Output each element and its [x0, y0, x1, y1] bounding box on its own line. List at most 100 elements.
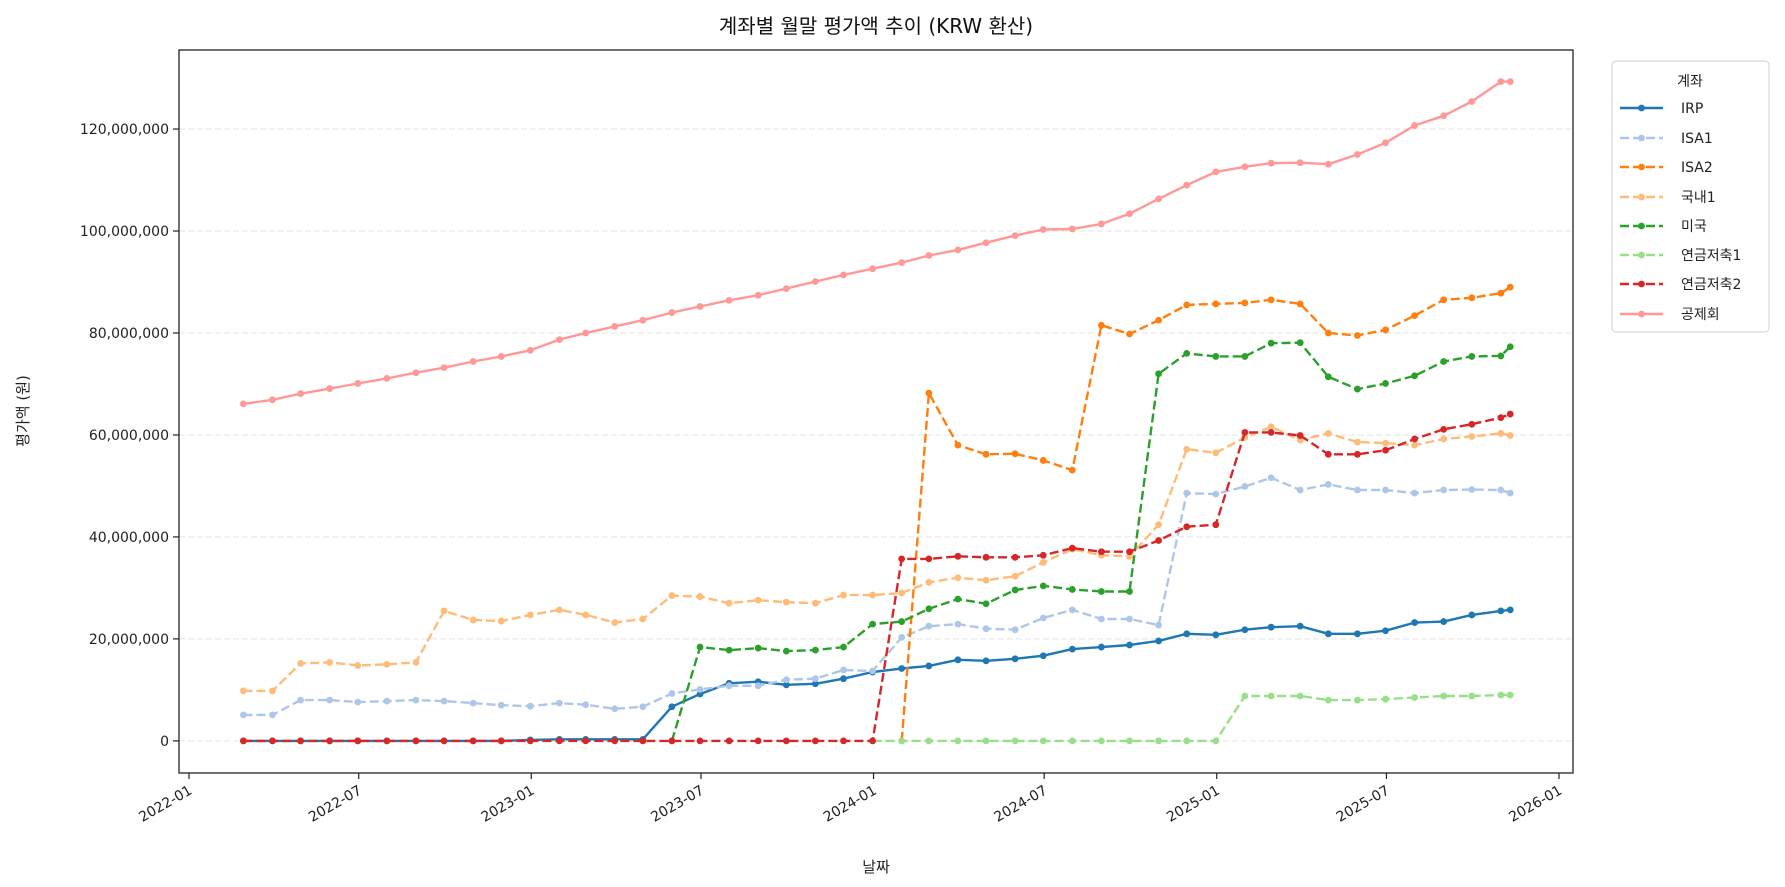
data-point [1155, 316, 1162, 324]
data-point [1296, 159, 1304, 167]
legend-label: ISA1 [1681, 131, 1713, 147]
data-point [239, 711, 247, 719]
data-point [611, 322, 619, 330]
data-point [383, 660, 391, 668]
data-point [725, 737, 733, 745]
legend-marker [1638, 280, 1645, 288]
data-point [696, 685, 704, 693]
data-point [497, 353, 505, 360]
data-point [1126, 588, 1133, 595]
data-point [1068, 737, 1076, 745]
data-point [1212, 737, 1220, 745]
data-point [1011, 553, 1019, 561]
data-point [1183, 489, 1191, 497]
data-point [1241, 626, 1249, 634]
data-point [754, 644, 762, 652]
data-point [869, 620, 876, 628]
data-point [1212, 490, 1220, 498]
data-point [898, 259, 906, 267]
data-point [326, 737, 334, 745]
data-point [555, 336, 563, 344]
legend-item: 국내1 [1620, 190, 1716, 206]
data-point [1068, 225, 1076, 233]
data-point [869, 591, 876, 599]
data-point [1183, 630, 1191, 638]
data-point [954, 656, 962, 664]
data-point [1468, 692, 1476, 700]
data-point [982, 576, 990, 584]
data-point [1324, 481, 1332, 488]
data-point [1497, 691, 1505, 699]
y-tick-label: 60,000,000 [89, 428, 169, 444]
data-point [925, 622, 933, 630]
data-point [1155, 621, 1162, 629]
data-point [1497, 352, 1505, 360]
data-point [1468, 294, 1476, 302]
data-point [555, 737, 563, 745]
series-IRP [239, 606, 1514, 745]
data-point [1440, 112, 1448, 120]
data-point [869, 265, 876, 273]
data-point [840, 666, 847, 674]
data-point [754, 737, 762, 745]
plot-frame [178, 49, 1574, 774]
data-point [1068, 466, 1076, 474]
data-point [668, 737, 676, 745]
data-point [1183, 737, 1191, 745]
series-ISA1 [239, 474, 1514, 719]
data-point [354, 662, 362, 669]
y-tick-label: 100,000,000 [80, 224, 169, 240]
data-point [1011, 626, 1019, 634]
data-point [668, 592, 676, 599]
data-point [1324, 329, 1332, 337]
x-tick-label: 2023-07 [648, 783, 707, 826]
data-point [1382, 627, 1389, 635]
series-연금저축1 [869, 691, 1514, 745]
series-연금저축2 [239, 410, 1514, 745]
data-point [1497, 289, 1505, 297]
data-point [954, 574, 962, 582]
data-point [840, 737, 847, 745]
data-point [1011, 737, 1019, 745]
data-point [1411, 441, 1418, 449]
data-point [1506, 343, 1514, 351]
data-point [1324, 160, 1332, 168]
data-point [1039, 559, 1047, 566]
data-point [954, 737, 962, 745]
legend-label: 공제회 [1681, 307, 1720, 323]
series-공제회 [239, 78, 1514, 408]
data-point [412, 737, 420, 745]
data-point [811, 646, 819, 654]
data-point [925, 555, 933, 563]
series-line [243, 476, 1511, 717]
data-point [1468, 433, 1476, 440]
data-point [1126, 210, 1133, 218]
data-point [1324, 450, 1332, 458]
data-point [269, 711, 276, 719]
data-point [1382, 486, 1389, 494]
data-point [526, 737, 534, 745]
data-point [1183, 301, 1191, 309]
data-point [1183, 445, 1191, 453]
data-point [1011, 572, 1019, 580]
series-line [243, 425, 1511, 693]
data-point [1068, 606, 1076, 614]
data-point [440, 364, 448, 372]
data-point [1155, 370, 1162, 378]
data-point [754, 596, 762, 604]
data-point [1183, 349, 1191, 357]
legend-marker [1638, 163, 1645, 171]
data-point [1440, 618, 1448, 625]
legend-marker [1638, 222, 1645, 230]
legend-label: 연금저축2 [1681, 277, 1741, 293]
series-ISA2 [898, 283, 1514, 745]
series-line [900, 286, 1511, 741]
data-point [1468, 98, 1476, 105]
data-point [668, 309, 676, 316]
data-point [725, 599, 733, 607]
data-point [925, 578, 933, 586]
data-point [239, 687, 247, 695]
data-point [725, 682, 733, 690]
data-point [1267, 623, 1275, 631]
legend-marker [1638, 104, 1645, 112]
